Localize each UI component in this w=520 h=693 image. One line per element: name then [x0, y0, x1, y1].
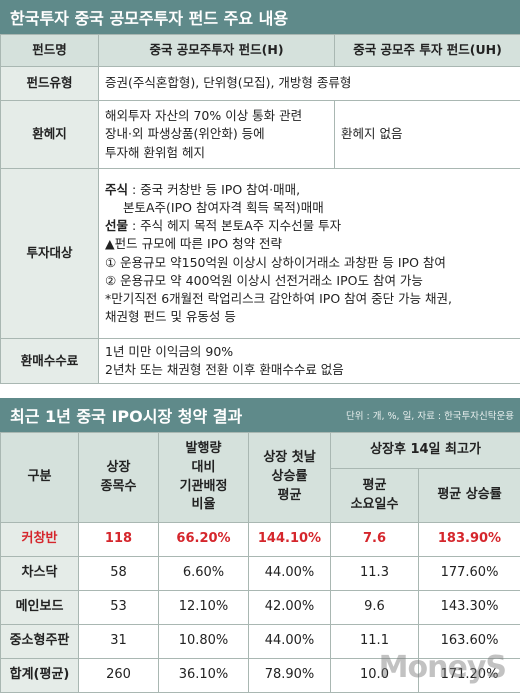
section-header: 최근 1년 중국 IPO시장 청약 결과 단위 : 개, %, 일, 자료 : … [0, 398, 520, 432]
text-line: ▲펀드 규모에 따른 IPO 청약 전략 [105, 235, 514, 253]
line-text: 본토A주(IPO 참여자격 획득 목적)매매 [123, 200, 324, 216]
header-cell: 평균 소요일수 [330, 468, 419, 523]
cell: 10.80% [158, 624, 249, 659]
fund-table: 펀드명 중국 공모주투자 펀드(H) 중국 공모주 투자 펀드(UH) 펀드유형… [0, 34, 520, 384]
text-line: ② 운용규모 약 400억원 이상시 선전거래소 IPO도 참여 가능 [105, 272, 514, 290]
cell: 12.10% [158, 590, 249, 625]
line-text: : 주식 헤지 목적 본토A주 지수선물 투자 [132, 218, 342, 234]
header-cell: 상장 종목수 [78, 432, 159, 523]
data-row: 차스닥 58 6.60% 44.00% 11.3 177.60% [0, 556, 520, 591]
cell: 36.10% [158, 658, 249, 693]
cell: 171.20% [418, 658, 520, 693]
cell: 260 [78, 658, 159, 693]
cell: 1년 미만 이익금의 90% 2년차 또는 채권형 전환 이후 환매수수료 없음 [98, 338, 520, 384]
line-label: 선물 [105, 218, 129, 234]
text-line: 채권형 펀드 및 유동성 등 [105, 308, 514, 326]
text-line: ① 운용규모 약150억원 이상시 상하이거래소 과창판 등 IPO 참여 [105, 254, 514, 272]
row-label: 중소형주판 [0, 624, 79, 659]
ipo-table: 구분 상장 종목수 발행량 대비 기관배정 비율 상장 첫날 상승률 평균 상장… [0, 432, 520, 693]
cell: 환헤지 없음 [334, 100, 520, 169]
cell: 143.30% [418, 590, 520, 625]
cell: 183.90% [418, 522, 520, 557]
cell: 7.6 [330, 522, 419, 557]
cell: 9.6 [330, 590, 419, 625]
line-text: *만기직전 6개월전 락업리스크 감안하여 IPO 참여 중단 가능 채권, [105, 290, 453, 306]
cell: 11.3 [330, 556, 419, 591]
row-label: 커창반 [0, 522, 79, 557]
cell: 44.00% [248, 624, 331, 659]
header-cell: 상장 첫날 상승률 평균 [248, 432, 331, 523]
cell: 주식 : 중국 커창반 등 IPO 참여·매매, 본토A주(IPO 참여자격 획득… [98, 168, 520, 339]
cell: 177.60% [418, 556, 520, 591]
line-text: ① 운용규모 약150억원 이상시 상하이거래소 과창판 등 IPO 참여 [105, 254, 446, 270]
row-label: 환매수수료 [0, 338, 99, 384]
cell: 증권(주식혼합형), 단위형(모집), 개방형 종류형 [98, 66, 520, 101]
cell: 44.00% [248, 556, 331, 591]
data-row: 중소형주판 31 10.80% 44.00% 11.1 163.60% [0, 624, 520, 659]
section-title: 한국투자 중국 공모주투자 펀드 주요 내용 [0, 0, 520, 34]
row-label: 투자대상 [0, 168, 99, 339]
header-cell: 중국 공모주투자 펀드(H) [98, 34, 335, 67]
header-cell: 중국 공모주 투자 펀드(UH) [334, 34, 520, 67]
row-label: 펀드유형 [0, 66, 99, 101]
row-label: 메인보드 [0, 590, 79, 625]
line-text: : 중국 커창반 등 IPO 참여·매매, [132, 182, 301, 197]
header-cell: 펀드명 [0, 34, 99, 67]
watermark: MoneyS [378, 650, 507, 685]
row-label: 환헤지 [0, 100, 99, 169]
text-line: 선물 : 주식 헤지 목적 본토A주 지수선물 투자 [105, 217, 514, 235]
text-line: *만기직전 6개월전 락업리스크 감안하여 IPO 참여 중단 가능 채권, [105, 290, 514, 308]
cell: 78.90% [248, 658, 331, 693]
cell: 163.60% [418, 624, 520, 659]
header-cell: 발행량 대비 기관배정 비율 [158, 432, 249, 523]
cell: 58 [78, 556, 159, 591]
cell: 해외투자 자산의 70% 이상 통화 관련 장내·외 파생상품(위안화) 등에 … [98, 100, 335, 169]
cell: 42.00% [248, 590, 331, 625]
cell: 118 [78, 522, 159, 557]
header-cell: 구분 [0, 432, 79, 523]
cell: 144.10% [248, 522, 331, 557]
line-text: ② 운용규모 약 400억원 이상시 선전거래소 IPO도 참여 가능 [105, 272, 423, 288]
data-row: 메인보드 53 12.10% 42.00% 9.6 143.30% [0, 590, 520, 625]
data-row: 합계(평균) 260 36.10% 78.90% 10.0 171.20% [0, 658, 520, 693]
data-row: 커창반 118 66.20% 144.10% 7.6 183.90% [0, 522, 520, 557]
line-label: 주식 [105, 182, 129, 197]
text-line: 주식 : 중국 커창반 등 IPO 참여·매매, [105, 181, 514, 199]
line-text: ▲펀드 규모에 따른 IPO 청약 전략 [105, 236, 283, 252]
cell: 10.0 [330, 658, 419, 693]
row-label: 합계(평균) [0, 658, 79, 693]
line-text: 채권형 펀드 및 유동성 등 [105, 308, 236, 324]
cell: 66.20% [158, 522, 249, 557]
row-label: 차스닥 [0, 556, 79, 591]
cell: 6.60% [158, 556, 249, 591]
text-line: 본토A주(IPO 참여자격 획득 목적)매매 [105, 199, 514, 217]
cell: 31 [78, 624, 159, 659]
header-cell: 상장후 14일 최고가 [330, 432, 520, 469]
header-cell: 평균 상승률 [418, 468, 520, 523]
cell: 53 [78, 590, 159, 625]
section-title: 최근 1년 중국 IPO시장 청약 결과 [10, 407, 243, 426]
unit-note: 단위 : 개, %, 일, 자료 : 한국투자신탁운용 [346, 411, 514, 422]
